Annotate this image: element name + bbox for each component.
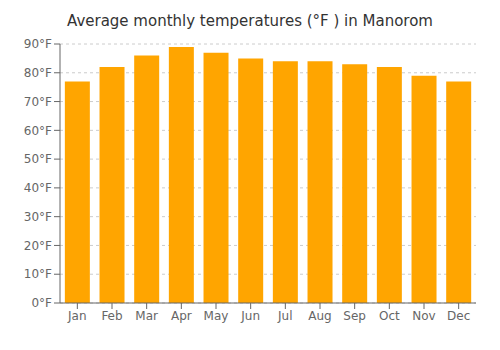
- svg-text:70°F: 70°F: [24, 95, 52, 109]
- svg-text:Jun: Jun: [240, 309, 260, 323]
- svg-text:Nov: Nov: [412, 309, 435, 323]
- html-text:Average monthly temperatures (: Average monthly temperatures (°F ) in Ma…: [67, 12, 433, 30]
- svg-text:Jan: Jan: [67, 309, 87, 323]
- svg-text:80°F: 80°F: [24, 66, 52, 80]
- svg-text:50°F: 50°F: [24, 152, 52, 166]
- svg-text:Feb: Feb: [101, 309, 122, 323]
- svg-text:Sep: Sep: [343, 309, 366, 323]
- svg-text:Oct: Oct: [379, 309, 400, 323]
- svg-text:90°F: 90°F: [24, 37, 52, 51]
- svg-text:0°F: 0°F: [31, 296, 52, 310]
- svg-text:Dec: Dec: [447, 309, 470, 323]
- svg-text:May: May: [204, 309, 229, 323]
- svg-text:Jul: Jul: [277, 309, 292, 323]
- svg-text:20°F: 20°F: [24, 239, 52, 253]
- svg-text:30°F: 30°F: [24, 210, 52, 224]
- svg-text:10°F: 10°F: [24, 267, 52, 281]
- svg-text:Apr: Apr: [171, 309, 192, 323]
- svg-text:40°F: 40°F: [24, 181, 52, 195]
- svg-text:60°F: 60°F: [24, 124, 52, 138]
- svg-text:Mar: Mar: [135, 309, 158, 323]
- svg-text:Aug: Aug: [308, 309, 331, 323]
